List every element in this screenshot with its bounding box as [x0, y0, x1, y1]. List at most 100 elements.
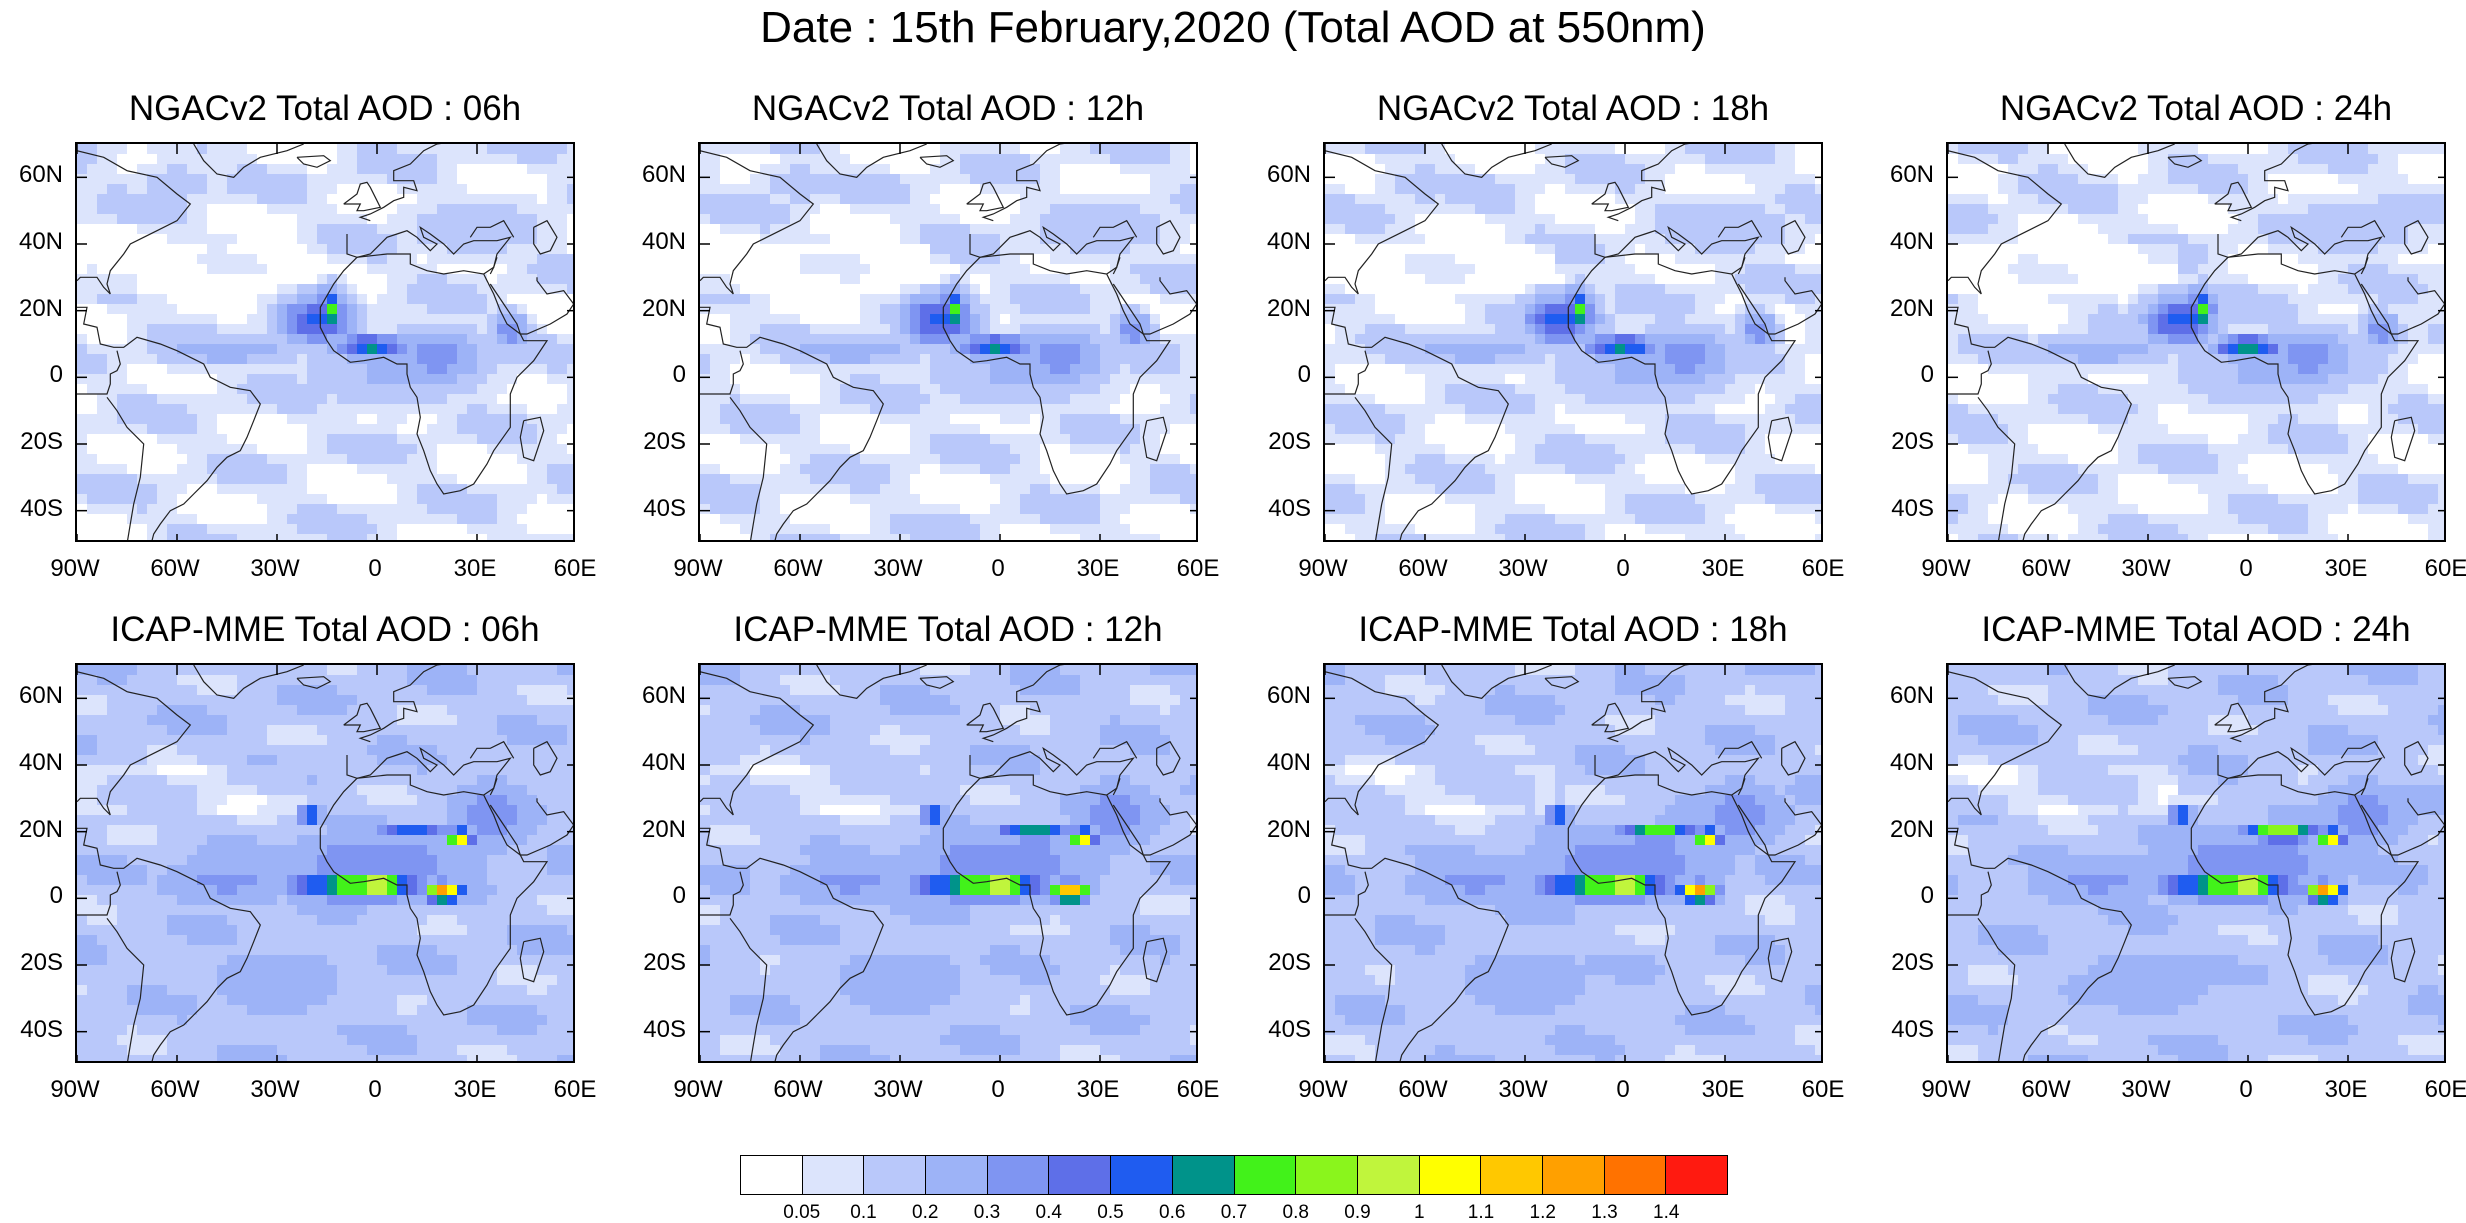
lon-label: 0 — [2206, 556, 2286, 582]
lat-label: 20N — [626, 296, 686, 322]
lon-label: 30E — [1058, 556, 1138, 582]
colorbar-swatch-0 — [741, 1156, 803, 1194]
aod-map-ngac-24h — [1946, 142, 2446, 542]
lon-label: 30E — [2306, 1077, 2386, 1103]
lat-label: 40N — [626, 229, 686, 255]
lat-label: 60N — [626, 162, 686, 188]
colorbar-label: 1.2 — [1513, 1203, 1573, 1223]
colorbar-label: 0.5 — [1081, 1203, 1141, 1223]
aod-map-icap-18h — [1323, 663, 1823, 1063]
lon-label: 60W — [1383, 1077, 1463, 1103]
lat-label: 20S — [1251, 429, 1311, 455]
lon-label: 90W — [35, 556, 115, 582]
lat-label: 40S — [626, 496, 686, 522]
lon-label: 0 — [335, 1077, 415, 1103]
lon-label: 60W — [2006, 1077, 2086, 1103]
lon-label: 30E — [1683, 556, 1763, 582]
lon-label: 30W — [235, 556, 315, 582]
lat-label: 20N — [1251, 296, 1311, 322]
lon-label: 0 — [1583, 1077, 1663, 1103]
colorbar-swatch-10 — [1358, 1156, 1420, 1194]
lon-label: 30W — [2106, 556, 2186, 582]
lat-label: 40N — [1251, 750, 1311, 776]
lat-label: 20S — [3, 429, 63, 455]
lon-label: 60E — [1158, 1077, 1238, 1103]
colorbar-label: 1 — [1389, 1203, 1449, 1223]
colorbar-label: 0.6 — [1142, 1203, 1202, 1223]
panel-title-ngac-6h: NGACv2 Total AOD : 06h — [45, 90, 605, 128]
lat-label: 20S — [1874, 950, 1934, 976]
lon-label: 30E — [435, 1077, 515, 1103]
aod-colorbar — [740, 1155, 1728, 1195]
lon-label: 0 — [1583, 556, 1663, 582]
lon-label: 60E — [2406, 556, 2466, 582]
colorbar-swatch-9 — [1296, 1156, 1358, 1194]
lon-label: 90W — [1283, 1077, 1363, 1103]
lon-label: 60W — [135, 556, 215, 582]
lat-label: 20S — [1251, 950, 1311, 976]
lon-label: 60W — [2006, 556, 2086, 582]
colorbar-swatch-13 — [1543, 1156, 1605, 1194]
aod-map-icap-6h — [75, 663, 575, 1063]
lon-label: 90W — [1283, 556, 1363, 582]
lon-label: 60W — [135, 1077, 215, 1103]
colorbar-label: 0.9 — [1328, 1203, 1388, 1223]
lat-label: 40S — [626, 1017, 686, 1043]
colorbar-swatch-4 — [988, 1156, 1050, 1194]
lat-label: 40S — [3, 1017, 63, 1043]
lat-label: 40N — [3, 750, 63, 776]
lon-label: 60E — [1783, 556, 1863, 582]
lat-label: 20N — [1251, 817, 1311, 843]
lat-label: 40N — [626, 750, 686, 776]
colorbar-swatch-11 — [1420, 1156, 1482, 1194]
lon-label: 0 — [958, 556, 1038, 582]
lat-label: 40N — [3, 229, 63, 255]
lat-label: 60N — [1251, 162, 1311, 188]
lat-label: 0 — [3, 362, 63, 388]
colorbar-swatch-7 — [1173, 1156, 1235, 1194]
colorbar-label: 0.2 — [895, 1203, 955, 1223]
lon-label: 60E — [1158, 556, 1238, 582]
lat-label: 0 — [1874, 362, 1934, 388]
lon-label: 30W — [1483, 556, 1563, 582]
colorbar-label: 0.7 — [1204, 1203, 1264, 1223]
lat-label: 20S — [1874, 429, 1934, 455]
lon-label: 60E — [2406, 1077, 2466, 1103]
lon-label: 30E — [1058, 1077, 1138, 1103]
lon-label: 90W — [1906, 1077, 1986, 1103]
figure-title: Date : 15th February,2020 (Total AOD at … — [0, 4, 2466, 52]
lat-label: 20N — [3, 296, 63, 322]
lon-label: 30W — [235, 1077, 315, 1103]
colorbar-label: 1.1 — [1451, 1203, 1511, 1223]
colorbar-label: 0.3 — [957, 1203, 1017, 1223]
lon-label: 60W — [1383, 556, 1463, 582]
colorbar-swatch-6 — [1111, 1156, 1173, 1194]
lat-label: 0 — [1251, 883, 1311, 909]
lon-label: 90W — [35, 1077, 115, 1103]
lat-label: 0 — [3, 883, 63, 909]
lat-label: 0 — [626, 883, 686, 909]
aod-map-ngac-18h — [1323, 142, 1823, 542]
panel-title-ngac-12h: NGACv2 Total AOD : 12h — [668, 90, 1228, 128]
lon-label: 30E — [435, 556, 515, 582]
lat-label: 40S — [1251, 1017, 1311, 1043]
lat-label: 20S — [626, 429, 686, 455]
lon-label: 30E — [1683, 1077, 1763, 1103]
lon-label: 0 — [2206, 1077, 2286, 1103]
lon-label: 30W — [2106, 1077, 2186, 1103]
lon-label: 60W — [758, 556, 838, 582]
colorbar-swatch-1 — [803, 1156, 865, 1194]
lat-label: 0 — [1874, 883, 1934, 909]
lon-label: 0 — [958, 1077, 1038, 1103]
panel-title-icap-18h: ICAP-MME Total AOD : 18h — [1293, 611, 1853, 649]
panel-title-icap-12h: ICAP-MME Total AOD : 12h — [668, 611, 1228, 649]
lat-label: 40S — [1251, 496, 1311, 522]
lat-label: 60N — [1251, 683, 1311, 709]
lat-label: 40S — [1874, 1017, 1934, 1043]
colorbar-label: 1.4 — [1636, 1203, 1696, 1223]
colorbar-swatch-15 — [1666, 1156, 1727, 1194]
lat-label: 40N — [1251, 229, 1311, 255]
lon-label: 30W — [858, 556, 938, 582]
lat-label: 20N — [3, 817, 63, 843]
lat-label: 0 — [1251, 362, 1311, 388]
